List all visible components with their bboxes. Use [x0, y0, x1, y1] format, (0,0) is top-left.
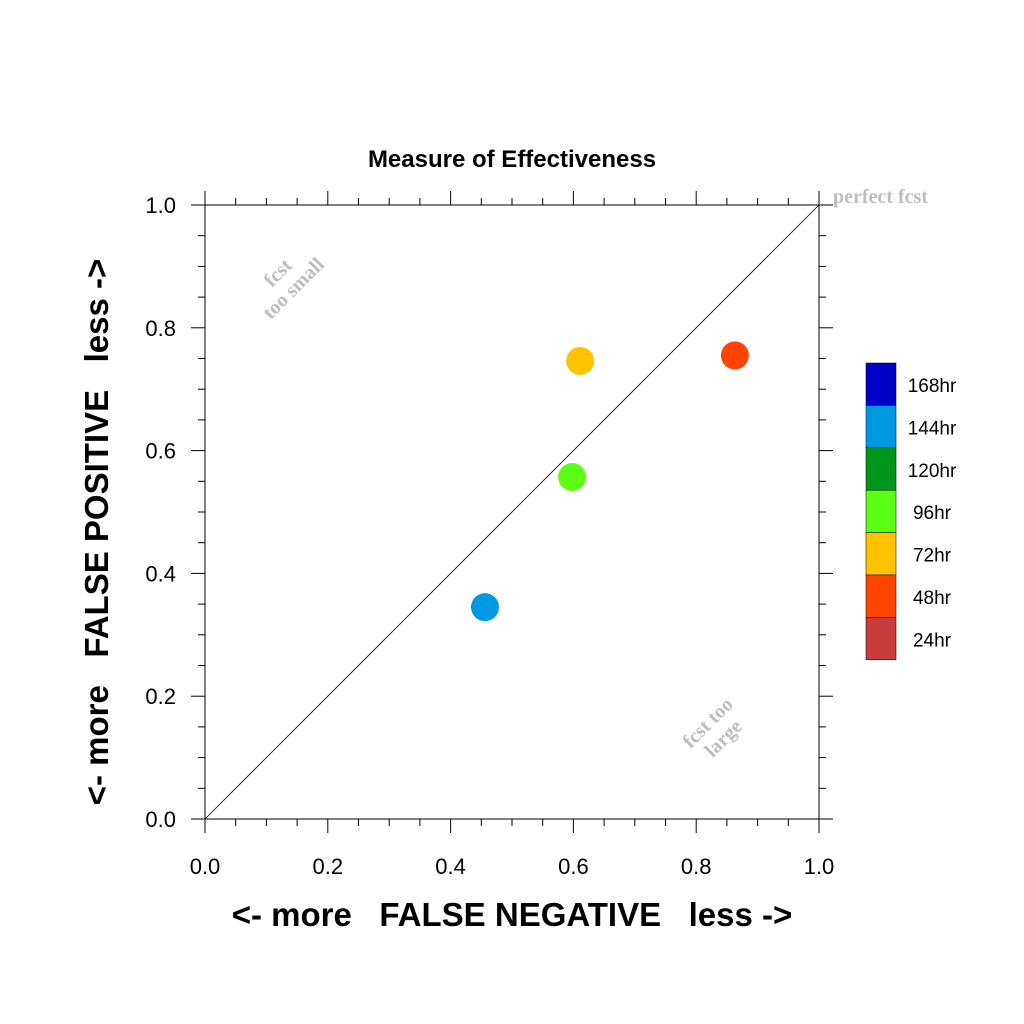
y-tick-label: 0.6	[145, 439, 176, 464]
y-tick-label: 0.2	[145, 684, 176, 709]
data-point-72hr	[566, 346, 595, 375]
y-tick-label: 0.4	[145, 561, 176, 586]
x-tick-label: 0.0	[190, 854, 221, 879]
chart-title: Measure of Effectiveness	[368, 146, 656, 173]
legend-label-144hr: 144hr	[908, 418, 957, 439]
x-tick-label: 0.6	[558, 854, 589, 879]
y-tick-label: 0.8	[145, 316, 176, 341]
annotation-too-small-line2: too small	[259, 253, 329, 323]
legend-swatch-120hr	[865, 447, 897, 491]
legend-swatch-168hr	[865, 362, 897, 406]
x-tick-label: 0.2	[313, 854, 344, 879]
data-point-48hr	[720, 341, 749, 370]
legend-swatch-72hr	[865, 532, 897, 576]
tick-labels: 0.0 0.2 0.4 0.6 0.8 1.0 0.0 0.2 0.4 0.6 0.8 1.0	[145, 193, 834, 879]
legend-label-48hr: 48hr	[913, 588, 952, 609]
y-axis-label: <- more FALSE POSITIVE less ->	[78, 259, 115, 806]
legend-swatch-24hr	[865, 617, 897, 661]
y-tick-label: 0.0	[145, 807, 176, 832]
x-tick-label: 1.0	[804, 854, 835, 879]
legend-swatch-96hr	[865, 489, 897, 533]
legend-label-72hr: 72hr	[913, 546, 952, 567]
perfect-forecast-diagonal	[204, 204, 820, 820]
legend-label-168hr: 168hr	[908, 376, 957, 397]
ticks	[191, 191, 833, 833]
legend-label-120hr: 120hr	[908, 461, 957, 482]
data-point-144hr	[470, 593, 499, 622]
annotation-perfect-forecast: perfect fcst	[833, 186, 928, 208]
x-tick-label: 0.4	[435, 854, 466, 879]
legend-label-96hr: 96hr	[913, 503, 952, 524]
legend-label-24hr: 24hr	[913, 630, 952, 651]
legend-swatch-48hr	[865, 574, 897, 618]
data-points	[470, 341, 749, 622]
x-tick-label: 0.8	[681, 854, 712, 879]
legend: 168hr 144hr 120hr 96hr 72hr 48hr 24hr	[865, 362, 957, 661]
data-point-96hr	[558, 463, 587, 492]
y-tick-label: 1.0	[145, 193, 176, 218]
x-axis-label: <- more FALSE NEGATIVE less ->	[232, 896, 793, 933]
legend-swatch-144hr	[865, 405, 897, 449]
